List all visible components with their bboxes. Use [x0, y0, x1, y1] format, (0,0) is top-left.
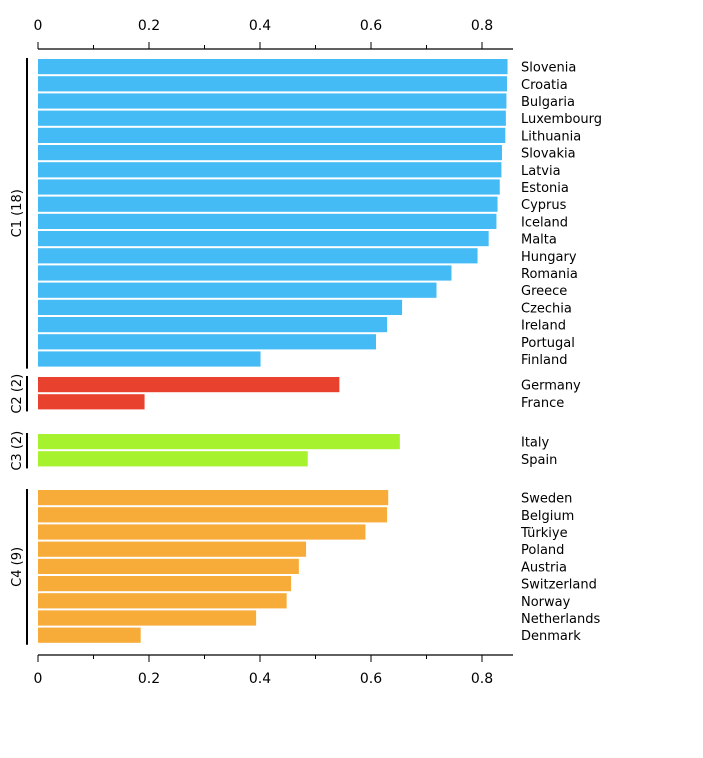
bar-greece — [38, 282, 437, 298]
bottom-tick-label: 0 — [34, 671, 43, 687]
country-label: Austria — [521, 560, 567, 575]
bar-slovenia — [38, 59, 508, 75]
country-label: Luxembourg — [521, 112, 602, 127]
country-label: Germany — [521, 379, 581, 394]
top-tick-label: 0.8 — [471, 18, 493, 34]
bar-lithuania — [38, 127, 506, 143]
bar-ireland — [38, 317, 388, 333]
bar-portugal — [38, 334, 376, 350]
top-tick-label: 0.6 — [360, 18, 382, 34]
bar-belgium — [38, 507, 388, 523]
country-label: Portugal — [521, 336, 575, 351]
bars-group — [38, 59, 508, 643]
country-label: Hungary — [521, 250, 577, 265]
top-tick-label: 0.2 — [138, 18, 160, 34]
country-label: Lithuania — [521, 129, 581, 144]
bar-italy — [38, 434, 400, 450]
bar-norway — [38, 593, 287, 609]
country-label: Croatia — [521, 78, 568, 93]
bar-czechia — [38, 299, 403, 315]
bar-poland — [38, 541, 307, 557]
bar-germany — [38, 377, 340, 393]
bar-cyprus — [38, 196, 498, 212]
country-label: Switzerland — [521, 578, 597, 593]
country-label: Bulgaria — [521, 95, 575, 110]
country-label: Ireland — [521, 319, 566, 334]
cluster-label: C1 (18) — [10, 189, 25, 237]
cluster-brackets-group: C1 (18) C2 (2) C3 (2) C4 (9) — [10, 58, 28, 645]
country-label: Finland — [521, 353, 567, 368]
country-label: Poland — [521, 543, 564, 558]
bar-croatia — [38, 76, 507, 92]
country-label: Italy — [521, 436, 550, 451]
country-label: Romania — [521, 267, 578, 282]
bar-denmark — [38, 627, 141, 643]
bottom-tick-label: 0.4 — [249, 671, 271, 687]
country-label: Slovakia — [521, 147, 576, 162]
bar-sweden — [38, 490, 389, 506]
bar-iceland — [38, 213, 497, 229]
country-label: Latvia — [521, 164, 561, 179]
country-label: Denmark — [521, 629, 581, 644]
country-label: Estonia — [521, 181, 569, 196]
country-label: Spain — [521, 453, 557, 468]
bottom-tick-label: 0.2 — [138, 671, 160, 687]
bar-spain — [38, 451, 308, 467]
cluster-label: C4 (9) — [10, 547, 25, 587]
cluster-label: C3 (2) — [10, 431, 25, 471]
country-label: Belgium — [521, 509, 574, 524]
country-label: Greece — [521, 284, 567, 299]
top-tick-label: 0 — [34, 18, 43, 34]
bar-bulgaria — [38, 93, 507, 109]
country-label: France — [521, 396, 564, 411]
bar-romania — [38, 265, 452, 281]
top-tick-label: 0.4 — [249, 18, 271, 34]
bar-switzerland — [38, 576, 292, 592]
bar-luxembourg — [38, 110, 506, 126]
bar-finland — [38, 351, 261, 367]
country-label: Norway — [521, 595, 571, 610]
bar-netherlands — [38, 610, 257, 626]
bar-hungary — [38, 248, 478, 264]
country-label: Iceland — [521, 215, 568, 230]
cluster-label: C2 (2) — [10, 374, 25, 414]
bar-malta — [38, 231, 489, 247]
bottom-tick-label: 0.6 — [360, 671, 382, 687]
country-label: Malta — [521, 233, 557, 248]
country-label: Netherlands — [521, 612, 600, 627]
bar-estonia — [38, 179, 500, 195]
bottom-tick-label: 0.8 — [471, 671, 493, 687]
top-x-axis: 0 0.2 0.4 0.6 0.8 — [34, 18, 513, 50]
country-label: Slovenia — [521, 61, 576, 76]
bar-t-rkiye — [38, 524, 366, 540]
country-label: Cyprus — [521, 198, 567, 213]
country-label: Türkiye — [520, 526, 568, 541]
bar-france — [38, 394, 145, 410]
country-label: Sweden — [521, 492, 572, 507]
country-labels-group: Slovenia Croatia Bulgaria Luxembourg Lithuan… — [520, 61, 602, 645]
bar-latvia — [38, 162, 502, 178]
bar-slovakia — [38, 145, 502, 161]
bottom-x-axis: 0 0.2 0.4 0.6 0.8 — [34, 654, 513, 687]
bar-austria — [38, 558, 299, 574]
country-label: Czechia — [521, 301, 572, 316]
